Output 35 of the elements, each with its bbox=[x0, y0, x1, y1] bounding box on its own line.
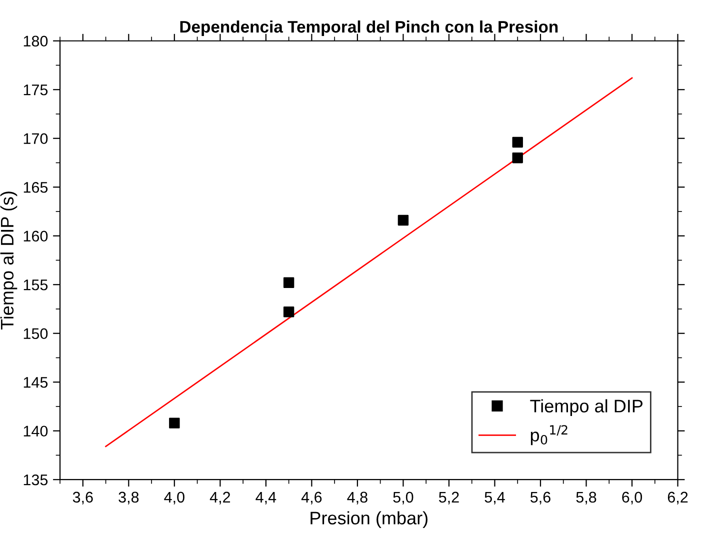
x-tick-label: 5,8 bbox=[576, 492, 596, 504]
y-tick-label: 180 bbox=[24, 36, 48, 47]
point bbox=[512, 136, 523, 148]
y-tick-label: 165 bbox=[24, 182, 48, 193]
x-tick-label: 5,4 bbox=[484, 492, 505, 504]
legend-label: Tiempo al DIP bbox=[530, 399, 643, 416]
x-tick-label: 6,2 bbox=[668, 492, 688, 504]
y-tick-label: 170 bbox=[24, 133, 48, 144]
y-tick-label: 135 bbox=[24, 474, 48, 486]
x-tick-label: 3,6 bbox=[72, 492, 93, 504]
x-tick-label: 4,6 bbox=[301, 492, 322, 504]
y-axis-title: Tiempo al DIP (s) bbox=[0, 192, 18, 330]
x-tick-label: 3,8 bbox=[118, 492, 139, 504]
x-tick-label: 4,8 bbox=[347, 492, 368, 504]
y-tick-label: 175 bbox=[24, 84, 48, 96]
x-tick-label: 4,2 bbox=[210, 492, 230, 504]
x-tick-label: 5,0 bbox=[393, 492, 414, 504]
x-axis-title: Presion (mbar) bbox=[310, 511, 428, 528]
chart-title: Dependencia Temporal del Pinch con la Presion bbox=[180, 20, 558, 36]
x-tick-label: 4,0 bbox=[164, 492, 184, 504]
x-tick-label: 5,6 bbox=[530, 492, 550, 504]
y-tick-label: 145 bbox=[24, 377, 48, 388]
y-tick-label: 150 bbox=[24, 328, 48, 340]
y-tick-label: 160 bbox=[24, 230, 48, 242]
x-tick-label: 6,0 bbox=[622, 492, 642, 504]
legend-label: p$_{0}$$^{1/2}$ bbox=[530, 425, 568, 446]
x-tick-label: 4,4 bbox=[256, 492, 276, 504]
point bbox=[512, 152, 523, 164]
point bbox=[398, 214, 409, 226]
x-tick-label: 5,2 bbox=[438, 492, 459, 504]
point bbox=[169, 418, 180, 428]
point bbox=[283, 306, 294, 318]
y-tick-label: 155 bbox=[24, 280, 48, 290]
point bbox=[283, 277, 294, 288]
y-tick-label: 140 bbox=[24, 426, 48, 437]
